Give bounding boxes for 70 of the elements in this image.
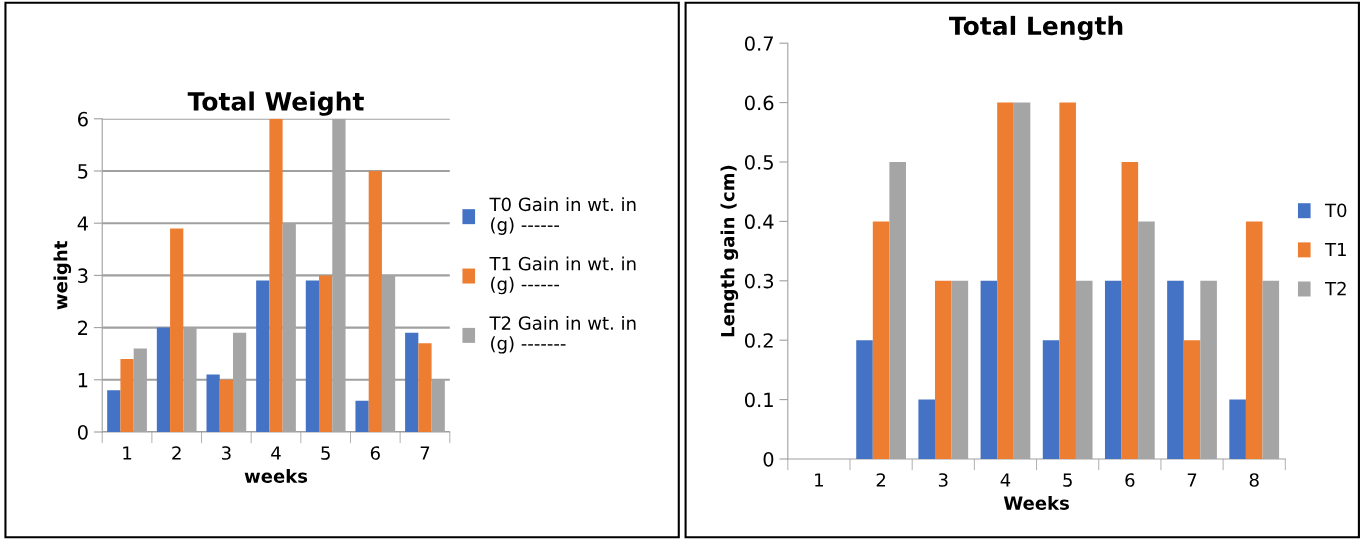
bar — [980, 280, 998, 459]
y-tick-label: 0.4 — [744, 214, 774, 230]
bar — [305, 280, 320, 432]
bar — [256, 280, 270, 432]
x-tick-label: 5 — [321, 446, 330, 460]
bar — [934, 280, 952, 459]
bar — [206, 374, 220, 432]
bar — [1059, 102, 1076, 459]
bar — [856, 340, 873, 459]
x-tick-label: 6 — [1125, 473, 1135, 487]
legend-label: T2 — [1324, 281, 1346, 296]
x-tick-label: 4 — [271, 446, 281, 460]
bar — [918, 399, 935, 459]
y-tick-label: 0.3 — [744, 273, 774, 289]
x-tick-label: 1 — [123, 446, 132, 460]
y-axis-title: Length gain (cm) — [720, 165, 739, 337]
legend-label: T0 Gain in wt. in (g) ------ — [489, 197, 636, 235]
y-tick-label: 6 — [78, 111, 88, 127]
bar — [1167, 280, 1184, 459]
bar — [219, 379, 233, 432]
x-tick-label: 1 — [815, 473, 823, 487]
chart-title: Total Weight — [187, 91, 364, 116]
legend-label: T2 Gain in wt. in (g) ------- — [489, 315, 636, 354]
bar — [319, 275, 333, 432]
x-tick-label: 5 — [1063, 473, 1072, 487]
x-tick-label: 3 — [938, 473, 948, 487]
y-tick-label: 0 — [763, 451, 774, 467]
y-tick-label: 0.7 — [744, 36, 773, 51]
bar — [355, 400, 369, 432]
bar — [170, 228, 184, 432]
x-tick-label: 3 — [221, 446, 231, 460]
bar — [1245, 221, 1263, 459]
bar — [418, 343, 432, 432]
bar — [269, 118, 283, 432]
bar — [405, 332, 419, 432]
bar — [120, 358, 134, 432]
legend-label: T1 Gain in wt. in (g) ------ — [489, 256, 636, 295]
bar — [156, 327, 171, 432]
y-tick-label: 0.6 — [744, 95, 774, 111]
x-axis-title: weeks — [244, 468, 308, 483]
y-tick-label: 0.5 — [744, 154, 773, 170]
legend-label: T1 — [1324, 242, 1346, 257]
x-tick-label: 7 — [420, 446, 430, 460]
y-tick-label: 0 — [77, 424, 88, 440]
y-tick-label: 0.2 — [744, 333, 773, 348]
bar — [1183, 340, 1201, 459]
bar — [1121, 162, 1139, 459]
bar — [1229, 399, 1246, 459]
x-tick-label: 6 — [370, 446, 380, 460]
bar — [107, 390, 121, 432]
x-axis-title: Weeks — [1003, 495, 1069, 510]
bar — [872, 221, 890, 459]
x-tick-label: 4 — [1000, 473, 1011, 487]
bar — [1104, 280, 1122, 459]
x-tick-label: 2 — [172, 446, 181, 460]
y-axis-title: weight — [53, 241, 72, 310]
y-tick-label: 4 — [77, 216, 88, 231]
y-tick-label: 1 — [78, 373, 88, 388]
x-tick-label: 7 — [1187, 473, 1197, 487]
y-tick-label: 0.1 — [744, 392, 773, 408]
x-tick-label: 2 — [876, 473, 886, 487]
legend-label: T0 — [1324, 203, 1347, 218]
bar — [997, 102, 1014, 459]
x-tick-label: 8 — [1249, 473, 1259, 487]
y-tick-label: 2 — [78, 320, 88, 335]
bar — [1042, 340, 1060, 459]
y-tick-label: 5 — [78, 164, 88, 179]
y-tick-label: 3 — [78, 268, 88, 284]
bar — [368, 171, 382, 432]
chart-title: Total Length — [949, 15, 1123, 41]
